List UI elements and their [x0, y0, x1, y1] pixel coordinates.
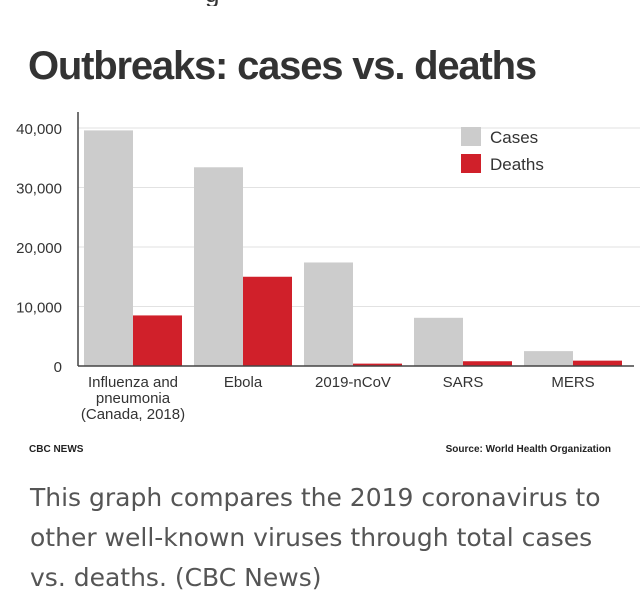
bar-cases	[304, 262, 353, 366]
x-tick-label: MERS	[551, 374, 594, 391]
x-tick-label: Influenza and	[88, 374, 178, 391]
bar-cases	[194, 167, 243, 366]
legend-label-deaths: Deaths	[490, 155, 544, 174]
bar-deaths	[353, 363, 402, 366]
x-tick-label: SARS	[443, 374, 484, 391]
y-tick-label: 0	[54, 359, 62, 376]
source-text: Source: World Health Organization	[445, 444, 611, 455]
chart-title: Outbreaks: cases vs. deaths	[28, 44, 537, 88]
x-tick-label: pneumonia	[96, 390, 171, 407]
bar-cases	[84, 130, 133, 366]
partial-previous-text-glyph: g	[205, 0, 219, 6]
bar-deaths	[133, 315, 182, 366]
y-tick-label: 40,000	[16, 121, 62, 138]
x-tick-label: Ebola	[224, 374, 263, 391]
bar-cases	[524, 351, 573, 366]
y-tick-label: 30,000	[16, 181, 62, 198]
bar-deaths	[243, 276, 292, 366]
legend-label-cases: Cases	[490, 128, 538, 147]
partial-previous-text: g	[0, 0, 640, 6]
y-tick-label: 10,000	[16, 300, 62, 317]
bar-deaths	[573, 360, 622, 366]
y-tick-label: 20,000	[16, 240, 62, 257]
x-tick-label: 2019-nCoV	[315, 374, 391, 391]
x-tick-label: (Canada, 2018)	[81, 406, 185, 423]
legend-swatch-deaths	[461, 154, 481, 173]
image-caption: This graph compares the 2019 coronavirus…	[30, 483, 601, 592]
bar-cases	[414, 317, 463, 366]
credit-text: CBC NEWS	[29, 444, 84, 455]
bar-deaths	[463, 361, 512, 366]
bar-chart: 0 10,000 20,000 30,000 40,000 Influenza andpn…	[16, 112, 640, 423]
legend-swatch-cases	[461, 127, 481, 146]
